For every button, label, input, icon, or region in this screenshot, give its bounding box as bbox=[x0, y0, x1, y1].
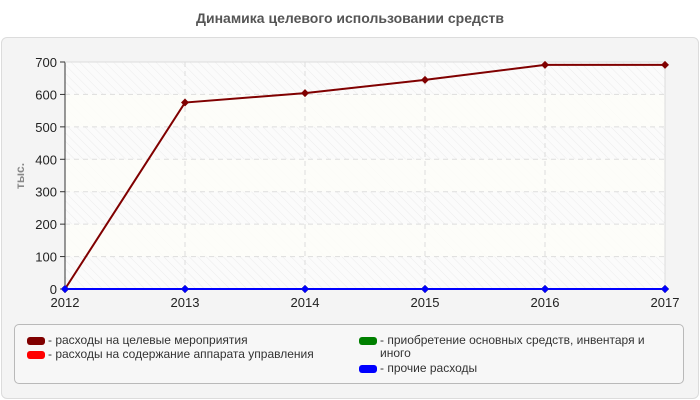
data-series bbox=[61, 60, 669, 293]
legend-item[interactable]: - приобретение основных средств, инвента… bbox=[359, 334, 677, 360]
y-tick-label: 400 bbox=[35, 152, 57, 167]
data-point-marker[interactable] bbox=[301, 89, 309, 98]
data-point-marker[interactable] bbox=[181, 98, 189, 107]
y-axis-label: тыс. bbox=[13, 163, 27, 189]
x-tick-label: 2017 bbox=[651, 295, 680, 310]
x-tick-label: 2014 bbox=[291, 295, 320, 310]
x-tick-label: 2015 bbox=[411, 295, 440, 310]
legend-item[interactable]: - прочие расходы bbox=[359, 362, 677, 375]
data-point-marker[interactable] bbox=[61, 285, 69, 293]
legend-item[interactable]: - расходы на целевые мероприятия bbox=[27, 334, 347, 347]
tick-labels: 0 100 200 300 400 500 600 700 2012 2013 2014 2015 20… bbox=[35, 55, 679, 310]
legend-label: - прочие расходы bbox=[380, 361, 478, 375]
data-point-marker[interactable] bbox=[301, 285, 309, 293]
y-tick-label: 100 bbox=[35, 250, 57, 265]
grid-lines bbox=[65, 61, 666, 289]
y-tick-label: 700 bbox=[35, 55, 57, 70]
legend-swatch-icon bbox=[27, 351, 45, 359]
data-point-marker[interactable] bbox=[541, 285, 549, 293]
series-line bbox=[64, 63, 665, 290]
legend: - расходы на целевые мероприятия - расхо… bbox=[14, 324, 684, 384]
data-point-marker[interactable] bbox=[181, 285, 189, 293]
legend-label: - приобретение основных средств, инвента… bbox=[380, 333, 645, 360]
legend-label: - расходы на содержание аппарата управле… bbox=[48, 347, 314, 361]
y-tick-label: 500 bbox=[35, 120, 57, 135]
y-tick-label: 300 bbox=[35, 185, 57, 200]
x-tick-label: 2013 bbox=[171, 295, 200, 310]
legend-swatch-icon bbox=[359, 337, 377, 345]
data-point-marker[interactable] bbox=[661, 60, 669, 69]
legend-label: - расходы на целевые мероприятия bbox=[48, 333, 248, 347]
chart-title: Динамика целевого использовании средств bbox=[196, 10, 504, 26]
data-point-marker[interactable] bbox=[541, 60, 549, 69]
y-tick-label: 200 bbox=[35, 217, 57, 232]
legend-swatch-icon bbox=[27, 337, 45, 345]
legend-item[interactable]: - расходы на содержание аппарата управле… bbox=[27, 348, 357, 361]
legend-swatch-icon bbox=[359, 365, 377, 373]
plot-background bbox=[65, 62, 665, 289]
data-point-marker[interactable] bbox=[421, 285, 429, 293]
x-tick-label: 2016 bbox=[531, 295, 560, 310]
plot-area: 0 100 200 300 400 500 600 700 2012 2013 2014 2015 20… bbox=[13, 55, 679, 310]
data-point-marker[interactable] bbox=[421, 75, 429, 84]
x-tick-label: 2012 bbox=[51, 295, 80, 310]
data-point-marker[interactable] bbox=[661, 285, 669, 293]
y-tick-label: 0 bbox=[50, 282, 57, 297]
y-tick-label: 600 bbox=[35, 87, 57, 102]
